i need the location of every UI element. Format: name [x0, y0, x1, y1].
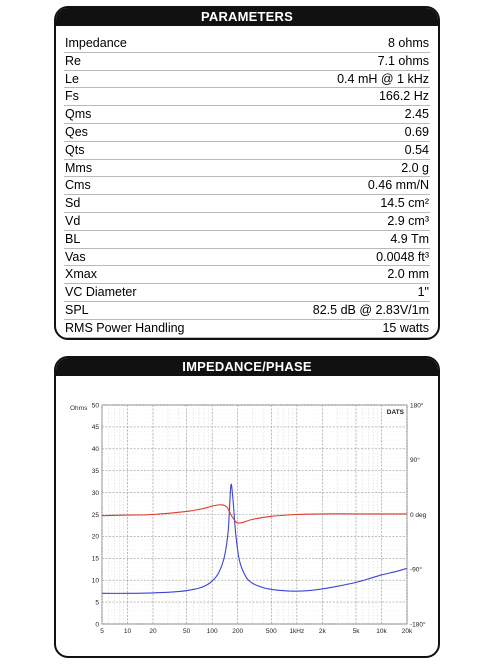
parameter-row: Xmax 2.0 mm: [64, 266, 430, 285]
parameter-value: 160-20,000 Hz: [347, 338, 429, 339]
x-tick-label: 2k: [319, 628, 327, 635]
x-tick-label: 500: [266, 628, 277, 635]
parameter-row: SPL 82.5 dB @ 2.83V/1m: [64, 302, 430, 320]
parameter-name: Qts: [65, 142, 85, 157]
x-tick-label: 5k: [353, 628, 361, 635]
parameter-row: Mms 2.0 g: [64, 160, 430, 178]
y-tick-label: 30: [92, 490, 100, 497]
parameter-row: VC Diameter 1": [64, 284, 430, 302]
parameter-name: Usable Frequency Range (Hz): [65, 338, 234, 339]
parameter-value: 82.5 dB @ 2.83V/1m: [312, 302, 429, 317]
parameter-value: 0.69: [404, 124, 429, 139]
x-tick-label: 5: [100, 628, 104, 635]
parameters-title: PARAMETERS: [56, 8, 438, 26]
parameter-row: Impedance 8 ohms: [64, 35, 430, 53]
parameter-value: 0.46 mm/N: [367, 178, 429, 193]
parameter-name: SPL: [65, 302, 89, 317]
parameter-row: Re 7.1 ohms: [64, 53, 430, 71]
y2-tick-label: -180°: [410, 620, 426, 628]
parameter-name: Vd: [65, 213, 81, 228]
y-tick-label: 10: [92, 578, 100, 585]
y2-tick-label: 90°: [410, 456, 420, 464]
x-tick-label: 10k: [376, 628, 387, 635]
y2-tick-label: 180°: [410, 401, 424, 409]
parameter-value: 0.54: [404, 142, 429, 157]
parameter-name: Re: [65, 53, 81, 68]
parameter-value: 7.1 ohms: [377, 53, 429, 68]
x-tick-label: 100: [207, 628, 218, 635]
x-tick-label: 200: [232, 628, 243, 635]
parameter-row: Cms 0.46 mm/N: [64, 177, 430, 196]
y-tick-label: 40: [92, 446, 100, 453]
x-tick-label: 50: [183, 628, 191, 635]
dats-logo: DATS: [387, 409, 405, 416]
impedance-curve: [101, 483, 408, 594]
parameter-name: Sd: [65, 196, 81, 211]
y2-tick-label: 0 deg: [410, 512, 427, 519]
parameter-name: Fs: [65, 89, 79, 104]
parameter-row: Sd 14.5 cm²: [64, 195, 430, 213]
x-tick-label: 10: [124, 628, 132, 635]
parameter-name: Le: [65, 71, 79, 86]
x-tick-label: 1kHz: [289, 628, 304, 635]
parameter-name: BL: [65, 231, 81, 246]
parameter-row: RMS Power Handling 15 watts: [64, 320, 430, 338]
parameter-value: 2.45: [404, 107, 429, 122]
parameter-name: RMS Power Handling: [65, 320, 185, 335]
parameter-value: 166.2 Hz: [378, 89, 429, 104]
x-tick-label: 20: [149, 628, 157, 635]
parameter-value: 2.0 mm: [387, 267, 429, 282]
parameter-row: Fs 166.2 Hz: [64, 88, 430, 107]
parameter-value: 1": [417, 285, 429, 300]
parameter-row: Qms 2.45: [64, 106, 430, 124]
parameter-value: 2.9 cm³: [387, 213, 429, 228]
y-tick-label: 35: [92, 468, 100, 475]
parameters-table: Impedance 8 ohms Re 7.1 ohms Le 0.4 mH @ 1 kH…: [64, 35, 430, 339]
y-tick-label: 5: [95, 599, 99, 606]
y-axis-label: Ohms: [70, 405, 88, 412]
parameter-name: Xmax: [65, 267, 97, 282]
parameter-value: 8 ohms: [388, 36, 429, 50]
parameter-name: Vas: [65, 249, 86, 264]
parameter-row: Le 0.4 mH @ 1 kHz: [64, 71, 430, 89]
y2-tick-label: -90°: [410, 566, 422, 574]
y-tick-label: 50: [92, 402, 100, 409]
parameter-value: 4.9 Tm: [390, 231, 429, 246]
parameter-row: Vas 0.0048 ft³: [64, 249, 430, 267]
y-tick-label: 0: [95, 621, 99, 628]
parameter-row: BL 4.9 Tm: [64, 231, 430, 249]
parameter-value: 14.5 cm²: [380, 196, 429, 211]
impedance-panel: IMPEDANCE/PHASE 5 10 20 50 100 200 500 1kHz 2k 5k…: [54, 356, 440, 658]
parameter-row: Vd 2.9 cm³: [64, 213, 430, 231]
phase-curve: [101, 504, 407, 524]
parameter-name: Qes: [65, 124, 88, 139]
parameter-name: Cms: [65, 178, 91, 193]
parameter-name: Impedance: [65, 36, 127, 50]
parameter-name: Mms: [65, 160, 93, 175]
parameter-row: Qts 0.54: [64, 142, 430, 160]
impedance-title: IMPEDANCE/PHASE: [56, 358, 438, 376]
parameter-value: 0.0048 ft³: [376, 249, 429, 264]
parameter-name: VC Diameter: [65, 285, 137, 300]
parameters-panel: PARAMETERS Impedance 8 ohms Re 7.1 ohms Le 0.…: [54, 6, 440, 340]
y-tick-label: 45: [92, 424, 100, 431]
parameter-value: 0.4 mH @ 1 kHz: [337, 71, 429, 86]
y-tick-label: 25: [92, 512, 100, 519]
y-tick-label: 15: [92, 556, 100, 563]
parameter-row: Qes 0.69: [64, 124, 430, 142]
y-tick-label: 20: [92, 534, 100, 541]
parameter-name: Qms: [65, 107, 92, 122]
x-tick-label: 20k: [402, 628, 413, 635]
parameter-value: 15 watts: [382, 320, 429, 335]
parameter-row: Usable Frequency Range (Hz) 160-20,000 Hz: [64, 338, 430, 339]
impedance-phase-chart: 5 10 20 50 100 200 500 1kHz 2k 5k 10k 20k0510152025…: [70, 401, 427, 635]
parameter-value: 2.0 g: [401, 160, 429, 175]
